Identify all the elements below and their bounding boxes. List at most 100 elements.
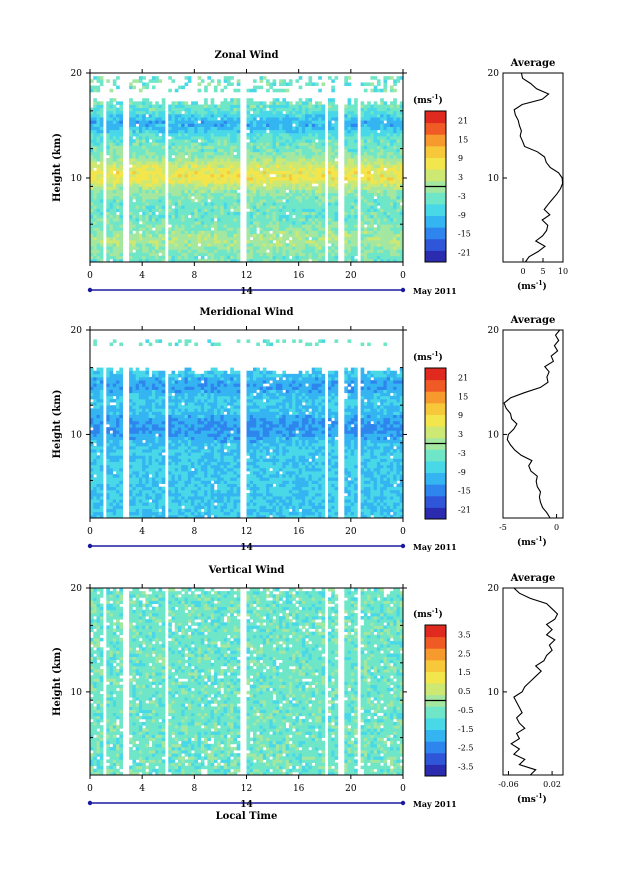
heatmap-cell [93, 420, 97, 425]
heatmap-cell [246, 167, 251, 172]
heatmap-cell [318, 183, 322, 187]
heatmap-cell [305, 233, 309, 238]
heatmap-cell [116, 474, 120, 478]
heatmap-cell [295, 199, 300, 203]
heatmap-cell [178, 255, 182, 260]
heatmap-cell [178, 236, 182, 241]
heatmap-cell [194, 148, 198, 153]
heatmap-cell [386, 76, 391, 80]
heatmap-cell [246, 151, 251, 156]
heatmap-cell [279, 170, 283, 175]
heatmap-cell [112, 398, 117, 403]
heatmap-cell [129, 202, 133, 206]
heatmap-cell [233, 230, 238, 235]
heatmap-cell [253, 195, 257, 200]
heatmap-cell [389, 211, 394, 216]
heatmap-cell [181, 199, 185, 203]
heatmap-cell [363, 199, 368, 203]
heatmap-cell [217, 252, 221, 257]
heatmap-cell [106, 411, 110, 415]
heatmap-cell [112, 389, 117, 394]
heatmap-cell [96, 445, 101, 450]
heatmap-cell [168, 154, 172, 159]
heatmap-cell [191, 227, 195, 231]
heatmap-cell [350, 230, 355, 235]
heatmap-cell [314, 205, 319, 209]
heatmap-cell [204, 192, 208, 197]
heatmap-cell [266, 199, 270, 203]
heatmap-cell [367, 101, 371, 105]
heatmap-cell [129, 189, 133, 194]
heatmap-cell [181, 176, 185, 181]
heatmap-cell [187, 211, 192, 216]
heatmap-cell [99, 445, 104, 450]
heatmap-cell [295, 258, 300, 263]
heatmap-cell [204, 126, 208, 131]
heatmap-cell [347, 123, 352, 127]
heatmap-cell [285, 224, 290, 228]
heatmap-cell [272, 126, 277, 131]
heatmap-cell [119, 183, 123, 187]
heatmap-cell [262, 148, 267, 153]
heatmap-cell [259, 117, 264, 121]
heatmap-cell [135, 189, 140, 194]
heatmap-cell [155, 214, 159, 219]
heatmap-cell [106, 145, 110, 149]
heatmap-cell [148, 79, 153, 83]
heatmap-cell [236, 145, 241, 149]
heatmap-cell [305, 214, 309, 219]
heatmap-cell [344, 164, 348, 168]
heatmap-cell [96, 370, 101, 375]
heatmap-cell [292, 145, 296, 149]
heatmap-cell [373, 214, 378, 219]
heatmap-cell [334, 199, 339, 203]
heatmap-cell [314, 221, 319, 225]
heatmap-cell [272, 217, 277, 222]
heatmap-cell [253, 173, 257, 178]
heatmap-cell [119, 164, 123, 168]
heatmap-cell [370, 221, 375, 225]
heatmap-cell [389, 214, 394, 219]
heatmap-cell [386, 221, 391, 225]
heatmap-cell [90, 170, 94, 175]
heatmap-cell [223, 132, 228, 137]
heatmap-cell [363, 170, 368, 175]
heatmap-cell [269, 246, 273, 250]
heatmap-cell [138, 142, 143, 146]
heatmap-cell [376, 173, 381, 178]
heatmap-cell [138, 126, 143, 131]
heatmap-cell [213, 142, 218, 146]
heatmap-cell [223, 214, 228, 219]
heatmap-cell [93, 186, 97, 190]
heatmap-cell [259, 154, 264, 159]
heatmap-cell [158, 170, 163, 175]
heatmap-cell [181, 239, 185, 244]
heatmap-cell [151, 239, 156, 244]
heatmap-cell [275, 205, 280, 209]
heatmap-cell [344, 199, 348, 203]
heatmap-cell [266, 170, 270, 175]
heatmap-cell [396, 183, 401, 187]
heatmap-cell [210, 176, 215, 181]
heatmap-cell [187, 224, 192, 228]
heatmap-cell [305, 255, 309, 260]
heatmap-cell [161, 132, 166, 137]
heatmap-cell [236, 202, 241, 206]
heatmap-cell [187, 252, 192, 257]
heatmap-cell [373, 136, 378, 140]
heatmap-cell [181, 158, 185, 162]
heatmap-cell [210, 192, 215, 197]
heatmap-cell [155, 195, 159, 200]
heatmap-cell [119, 176, 123, 181]
heatmap-cell [360, 195, 365, 200]
heatmap-cell [184, 233, 189, 238]
heatmap-cell [396, 145, 401, 149]
heatmap-cell [204, 211, 208, 216]
heatmap-cell [305, 107, 309, 112]
heatmap-cell [314, 258, 319, 263]
heatmap-cell [112, 392, 117, 397]
heatmap-cell [253, 129, 257, 134]
heatmap-cell [174, 136, 179, 140]
heatmap-cell [370, 132, 375, 137]
heatmap-cell [142, 258, 146, 263]
